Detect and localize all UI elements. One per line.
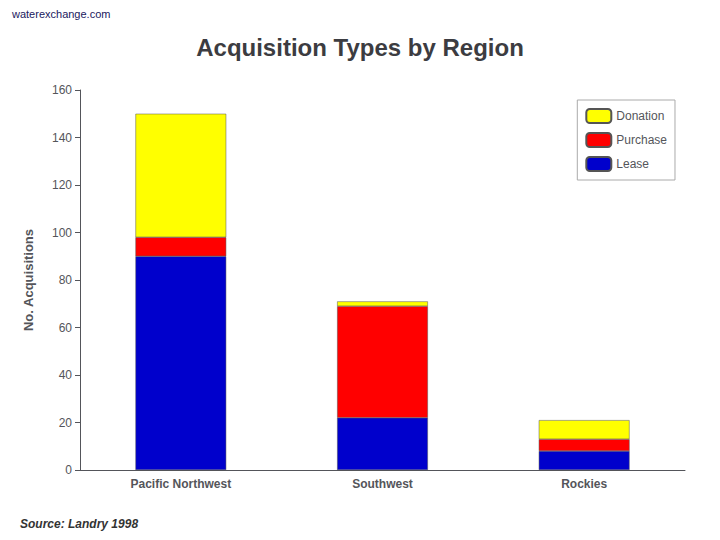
svg-text:60: 60 bbox=[59, 321, 73, 335]
svg-text:40: 40 bbox=[59, 368, 73, 382]
svg-text:Donation: Donation bbox=[616, 109, 664, 123]
svg-text:Pacific Northwest: Pacific Northwest bbox=[130, 477, 231, 491]
svg-text:Acquisition Types by Region: Acquisition Types by Region bbox=[196, 34, 524, 61]
svg-text:Lease: Lease bbox=[616, 157, 649, 171]
svg-text:Southwest: Southwest bbox=[352, 477, 413, 491]
svg-text:20: 20 bbox=[59, 416, 73, 430]
svg-text:80: 80 bbox=[59, 273, 73, 287]
svg-text:120: 120 bbox=[52, 178, 72, 192]
svg-text:0: 0 bbox=[65, 463, 72, 477]
svg-text:160: 160 bbox=[52, 83, 72, 97]
svg-text:100: 100 bbox=[52, 226, 72, 240]
svg-text:Rockies: Rockies bbox=[561, 477, 607, 491]
svg-text:waterexchange.com: waterexchange.com bbox=[11, 8, 110, 20]
svg-text:140: 140 bbox=[52, 131, 72, 145]
svg-text:No. Acquisitions: No. Acquisitions bbox=[21, 229, 36, 331]
svg-text:Purchase: Purchase bbox=[616, 133, 667, 147]
svg-text:Source: Landry 1998: Source: Landry 1998 bbox=[20, 517, 138, 531]
